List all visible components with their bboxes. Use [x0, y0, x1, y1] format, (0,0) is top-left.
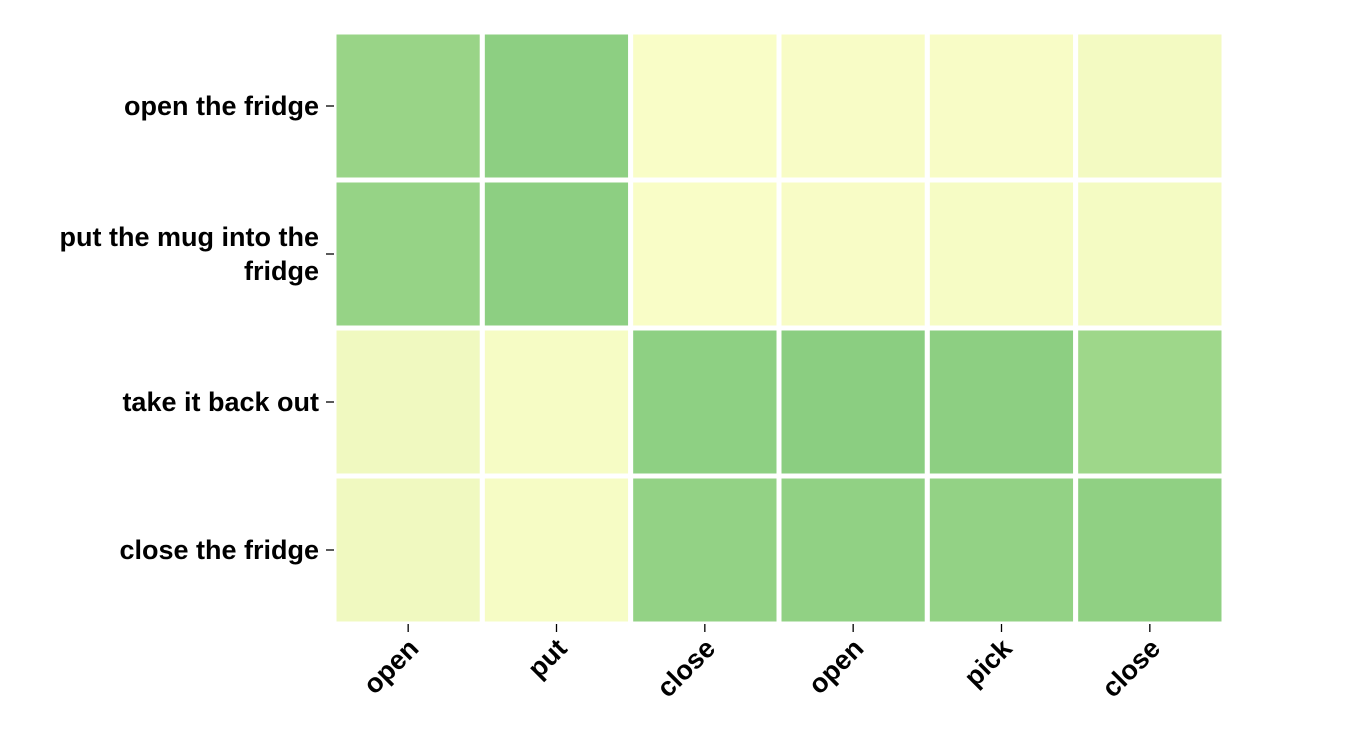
heatmap-cell-r2-c0 — [331, 325, 485, 479]
heatmap-cell-r1-c3 — [776, 177, 930, 331]
y-tick-label: take it back out — [122, 387, 319, 417]
x-tick-label: open — [803, 633, 870, 700]
heatmap-cell-r3-c0 — [331, 473, 485, 627]
y-tick-label: open the fridge — [124, 91, 319, 121]
heatmap-cell-r2-c5 — [1073, 325, 1227, 479]
heatmap-cell-r3-c3 — [776, 473, 930, 627]
heatmap-cell-r2-c4 — [924, 325, 1079, 479]
heatmap-cell-r3-c5 — [1073, 473, 1227, 627]
heatmap-cell-r2-c1 — [479, 325, 634, 479]
heatmap-cell-r0-c0 — [331, 29, 485, 183]
heatmap-cell-r3-c2 — [628, 473, 782, 627]
heatmap-cell-r1-c2 — [628, 177, 782, 331]
heatmap-cell-r2-c3 — [776, 325, 930, 479]
x-tick-label: open — [358, 633, 425, 700]
x-tick-label: pick — [958, 632, 1018, 692]
y-axis-ticks: open the fridge put the mug into the fridg… — [60, 91, 334, 565]
heatmap-cell-r0-c5 — [1073, 29, 1227, 183]
heatmap-cell-r1-c0 — [331, 177, 485, 331]
heatmap-cell-r0-c1 — [479, 29, 634, 183]
x-tick-label: close — [1096, 633, 1166, 703]
y-tick-label: put the mug into the fridge — [60, 222, 319, 286]
y-tick-label: close the fridge — [119, 535, 319, 565]
heatmap-cell-r3-c1 — [479, 473, 634, 627]
x-tick-label: put — [522, 633, 573, 684]
x-axis-ticks: open put close open pick close — [358, 624, 1166, 703]
heatmap-cell-r1-c4 — [924, 177, 1079, 331]
heatmap-cell-r1-c5 — [1073, 177, 1227, 331]
heatmap-cell-r2-c2 — [628, 325, 782, 479]
x-tick-label: close — [651, 633, 721, 703]
heatmap-cells — [331, 29, 1227, 627]
heatmap-cell-r0-c2 — [628, 29, 782, 183]
heatmap-cell-r0-c4 — [924, 29, 1079, 183]
heatmap-cell-r1-c1 — [479, 177, 634, 331]
heatmap-cell-r0-c3 — [776, 29, 930, 183]
heatmap-cell-r3-c4 — [924, 473, 1079, 627]
